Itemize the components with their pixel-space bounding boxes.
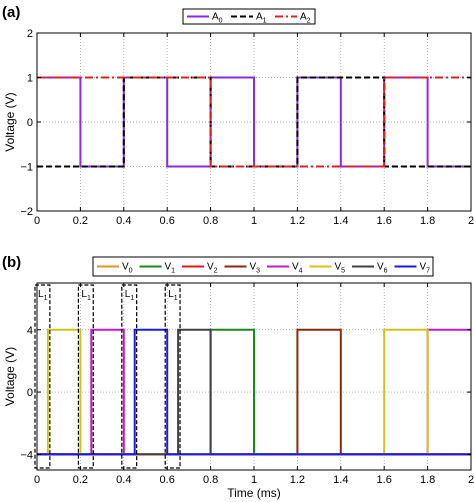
panel-b-legend-label-v4: V4 (292, 262, 303, 275)
panel-b-annotation-label: L1 (168, 289, 178, 302)
panel-a-xtick-label: 1 (251, 215, 257, 227)
panel-b-xtick-label: 0.8 (203, 474, 218, 486)
panel-b-xtick-label: 0.6 (160, 474, 175, 486)
panel-a-xtick-label: 1.6 (377, 215, 392, 227)
panel-a-series-a0 (37, 76, 471, 168)
panel-b-series-v1 (37, 328, 471, 456)
panel-a-ytick-label: −2 (20, 206, 33, 218)
panel-b: (b) L1 L1 L1 L1 0 0.2 0.4 0.6 0.8 1 1.2 1.4 1.6 1.8 2 −4… (2, 254, 474, 500)
panel-a-xtick-label: 1.2 (290, 215, 305, 227)
panel-a-xtick-label: 2 (468, 215, 474, 227)
panel-b-x-axis-label: Time (ms) (227, 486, 281, 500)
panel-a-ytick-label: 0 (27, 117, 33, 129)
panel-a-ytick-label: −1 (20, 162, 33, 174)
panel-b-xtick-label: 0.2 (73, 474, 88, 486)
panel-b-series-v7 (37, 328, 471, 456)
panel-a-legend-label-a0: A0 (212, 12, 223, 25)
panel-a-y-axis-label: Voltage (V) (3, 92, 17, 151)
panel-a-xtick-label: 0.4 (116, 215, 131, 227)
panel-a-xtick-label: 1.8 (420, 215, 435, 227)
panel-b-ytick-label: 0 (27, 387, 33, 399)
panel-b-legend-label-v6: V6 (377, 262, 388, 275)
panel-b-legend-label-v0: V0 (122, 262, 133, 275)
panel-a-xtick-label: 0 (34, 215, 40, 227)
panel-b-xtick-label: 1.6 (377, 474, 392, 486)
panel-b-annotation-label: L1 (81, 289, 91, 302)
panel-b-ytick-label: 4 (27, 325, 33, 337)
panel-b-xtick-label: 0 (34, 474, 40, 486)
panel-b-legend-label-v3: V3 (250, 262, 261, 275)
panel-a-xtick-label: 1.4 (333, 215, 348, 227)
panel-b-annotation-box (77, 284, 94, 469)
panel-b-annotation-box (164, 284, 181, 469)
panel-b-annotation-label: L1 (125, 289, 135, 302)
panel-a-ytick-label: 1 (27, 73, 33, 85)
panel-b-xtick-label: 1.4 (333, 474, 348, 486)
panel-b-legend-label-v2: V2 (207, 262, 218, 275)
panel-b-ytick-label: −4 (20, 449, 33, 461)
panel-a-panel-label: (a) (2, 4, 20, 21)
panel-b-xtick-label: 2 (468, 474, 474, 486)
panel-b-xtick-label: 1.8 (420, 474, 435, 486)
panel-a-xtick-label: 0.8 (203, 215, 218, 227)
panel-b-y-axis-label: Voltage (V) (3, 347, 17, 406)
panel-a: (a) 0 0.2 0.4 0.6 0.8 1 1.2 1.4 1.6 1.8 2 −2 −1 0 1 2 Vol… (2, 4, 474, 227)
panel-b-xtick-label: 1.2 (290, 474, 305, 486)
panel-b-annotation-box (34, 284, 51, 469)
panel-a-series-a2 (37, 76, 471, 168)
panel-b-legend-label-v1: V1 (165, 262, 176, 275)
panel-b-legend-label-v5: V5 (335, 262, 346, 275)
panel-a-legend-label-a1: A1 (256, 12, 267, 25)
panel-a-ytick-label: 2 (27, 28, 33, 40)
panel-a-legend-label-a2: A2 (300, 12, 311, 25)
panel-b-legend (92, 256, 434, 277)
panel-a-xtick-label: 0.6 (160, 215, 175, 227)
panel-b-xtick-label: 1 (251, 474, 257, 486)
panel-b-panel-label: (b) (2, 254, 21, 271)
panel-b-legend-label-v7: V7 (420, 262, 431, 275)
panel-a-xtick-label: 0.2 (73, 215, 88, 227)
panel-b-annotation-box (121, 284, 138, 469)
panel-b-xtick-label: 0.4 (116, 474, 131, 486)
panel-b-annotation-label: L1 (38, 289, 48, 302)
